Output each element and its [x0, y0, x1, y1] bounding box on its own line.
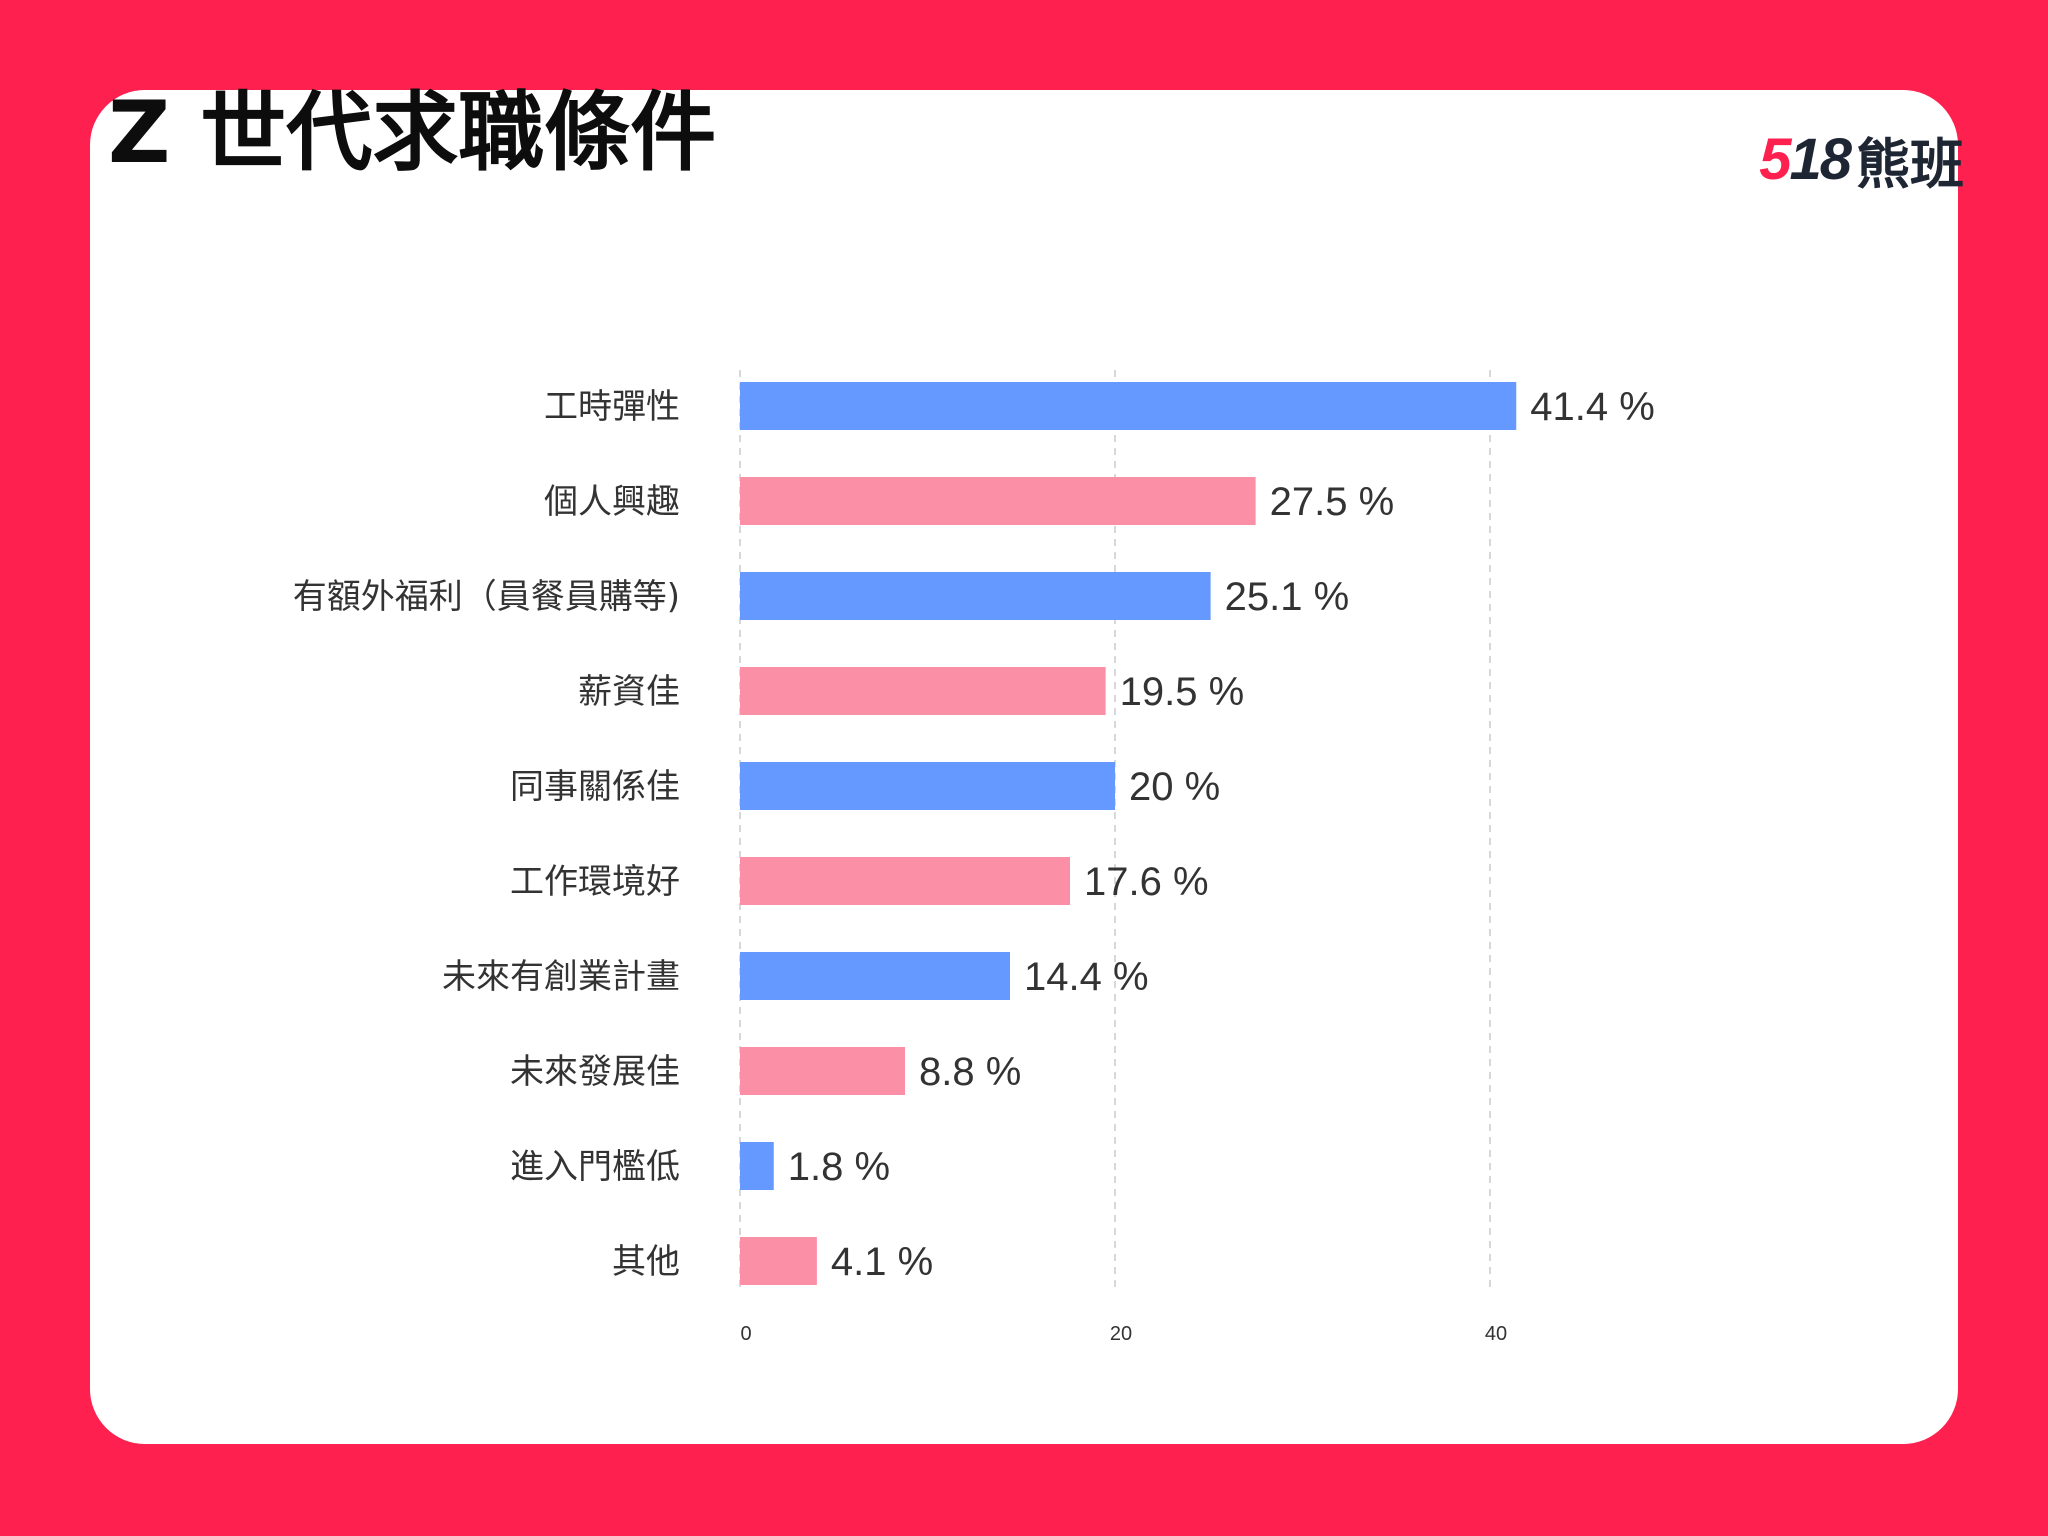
bar: [740, 762, 1115, 810]
category-label: 未來發展佳: [510, 1052, 680, 1092]
bar: [740, 572, 1211, 620]
category-label: 進入門檻低: [510, 1147, 680, 1187]
bar: [740, 477, 1256, 525]
brand-logo: 518 熊班: [1759, 120, 1964, 199]
bar: [740, 857, 1070, 905]
data-label: 27.5 %: [1270, 480, 1395, 524]
category-label: 薪資佳: [578, 672, 680, 712]
category-label: 工時彈性: [544, 387, 680, 427]
category-label: 工作環境好: [510, 862, 680, 902]
category-label: 有額外福利（員餐員購等): [293, 577, 680, 617]
page-title: Z 世代求職條件: [108, 83, 717, 183]
logo-digit-accent: 5: [1759, 127, 1791, 192]
category-label: 同事關係佳: [510, 767, 680, 807]
x-tick-label: 20: [1110, 1323, 1132, 1345]
x-tick-label: 0: [740, 1323, 751, 1345]
category-label: 個人興趣: [544, 482, 680, 522]
data-label: 25.1 %: [1225, 575, 1350, 619]
data-label: 8.8 %: [919, 1050, 1021, 1094]
data-label: 17.6 %: [1084, 860, 1209, 904]
bar: [740, 952, 1010, 1000]
logo-digits-rest: 18: [1789, 127, 1851, 192]
data-label: 4.1 %: [831, 1240, 933, 1284]
data-label: 20 %: [1129, 765, 1220, 809]
bar: [740, 382, 1517, 430]
bar: [740, 1237, 817, 1285]
data-label: 14.4 %: [1024, 955, 1149, 999]
bar: [740, 1047, 905, 1095]
bar: [740, 667, 1106, 715]
x-tick-label: 40: [1485, 1323, 1507, 1345]
logo-text: 熊班: [1856, 133, 1964, 196]
category-label: 其他: [612, 1242, 680, 1282]
data-label: 41.4 %: [1530, 385, 1655, 429]
bar: [740, 1142, 774, 1190]
data-label: 19.5 %: [1120, 670, 1245, 714]
data-label: 1.8 %: [788, 1145, 890, 1189]
category-label: 未來有創業計畫: [442, 957, 680, 997]
logo-digits: 518: [1759, 126, 1852, 193]
